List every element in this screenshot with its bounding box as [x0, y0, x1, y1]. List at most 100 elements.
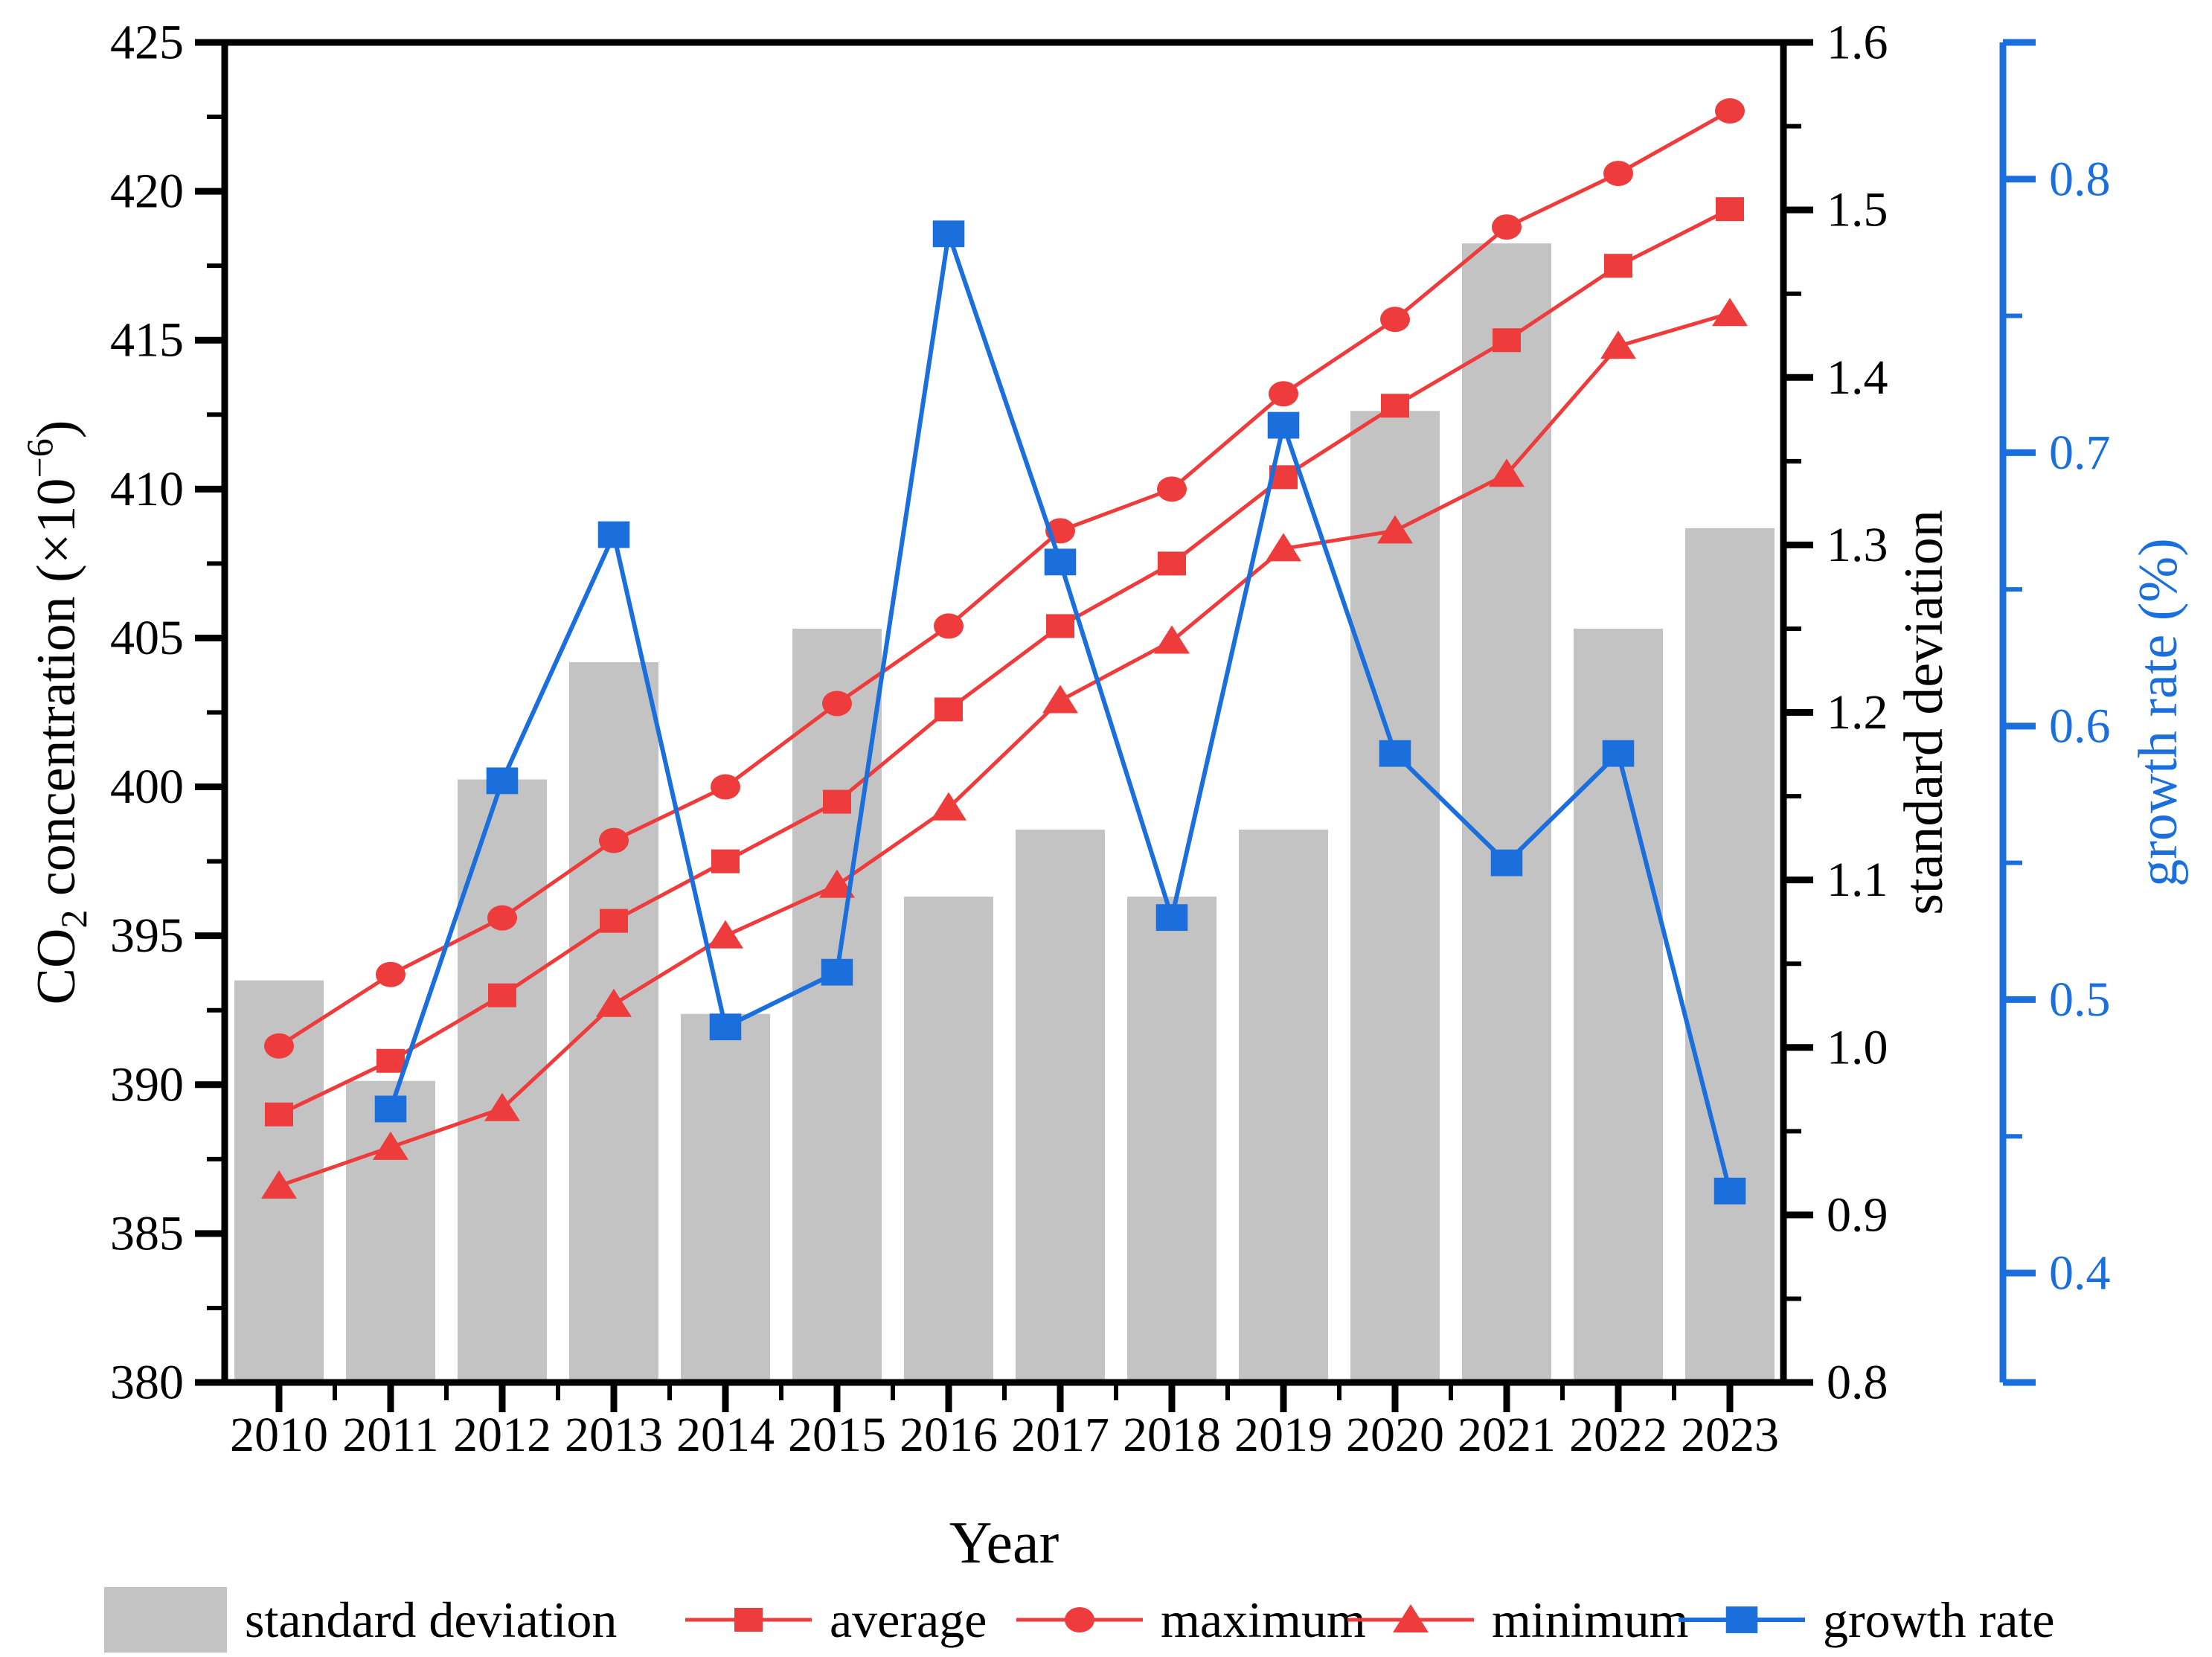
- bar: [792, 628, 882, 1382]
- x-axis-tick-label: 2015: [788, 1408, 886, 1462]
- growth-axis-tick-label: 0.6: [2049, 699, 2111, 753]
- square-marker: [1716, 197, 1744, 222]
- square-marker: [821, 958, 853, 986]
- x-axis-tick-label: 2016: [900, 1408, 998, 1462]
- bar: [681, 1013, 770, 1382]
- bar: [1350, 411, 1440, 1382]
- series-growth-rate: [374, 220, 1746, 1205]
- bar: [1462, 243, 1551, 1382]
- square-marker: [1725, 1606, 1758, 1633]
- left-axis-tick-label: 395: [110, 908, 184, 963]
- x-axis-tick-label: 2022: [1569, 1408, 1667, 1462]
- growth-axis-title: growth rate (%): [2128, 538, 2189, 886]
- square-marker: [1714, 1177, 1746, 1205]
- legend-label: minimum: [1492, 1592, 1688, 1648]
- legend: standard deviation average maximum minimum g…: [104, 1587, 2055, 1653]
- triangle-marker: [1042, 685, 1078, 714]
- circle-marker: [487, 905, 517, 931]
- growth-rate-axis: 0.4 0.5 0.6 0.7 0.8: [1999, 39, 2111, 1386]
- square-marker: [488, 983, 516, 1007]
- right-axis-tick-label: 1.3: [1827, 518, 1888, 572]
- x-axis-tick-label: 2011: [342, 1408, 439, 1462]
- square-marker: [265, 1102, 293, 1126]
- left-axis-title: CO2 concentration (×10−6): [19, 420, 94, 1005]
- square-marker: [709, 1013, 742, 1041]
- triangle-marker: [1154, 625, 1190, 654]
- square-marker: [1155, 904, 1188, 932]
- triangle-marker: [931, 792, 966, 821]
- right-axis-tick-label: 1.6: [1827, 16, 1888, 70]
- circle-marker: [1065, 1607, 1094, 1632]
- growth-axis-tick-label: 0.8: [2049, 152, 2111, 206]
- triangle-marker: [1393, 1604, 1429, 1632]
- square-marker: [374, 1095, 407, 1123]
- square-marker: [1046, 614, 1074, 638]
- x-axis-tick-label: 2023: [1681, 1408, 1779, 1462]
- square-marker: [1267, 411, 1300, 439]
- circle-marker: [1269, 381, 1298, 407]
- right-axis-tick-label: 0.9: [1827, 1188, 1888, 1242]
- circle-marker: [1492, 214, 1522, 240]
- triangle-marker: [1600, 330, 1636, 359]
- x-axis-tick-label: 2017: [1011, 1408, 1109, 1462]
- square-marker: [823, 789, 851, 814]
- square-marker: [1604, 254, 1632, 278]
- left-axis-tick-label: 415: [110, 313, 184, 368]
- bar: [904, 897, 993, 1382]
- square-marker: [1158, 551, 1186, 576]
- circle-marker: [376, 961, 405, 987]
- left-axis-tick-label: 390: [110, 1057, 184, 1112]
- x-axis-tick-label: 2019: [1234, 1408, 1333, 1462]
- square-marker: [935, 697, 963, 722]
- legend-swatch: [104, 1587, 227, 1653]
- bar: [1685, 528, 1775, 1382]
- circle-marker: [822, 690, 852, 717]
- axis-titles: CO2 concentration (×10−6) standard deviat…: [19, 420, 2189, 1576]
- square-marker: [1493, 328, 1521, 353]
- square-marker: [1379, 740, 1411, 767]
- growth-axis-tick-label: 0.7: [2049, 426, 2111, 480]
- left-axis-tick-label: 400: [110, 760, 184, 814]
- square-marker: [1490, 849, 1523, 876]
- series-line: [278, 311, 1731, 1188]
- triangle-marker: [1712, 298, 1748, 327]
- legend-label: growth rate: [1823, 1592, 2055, 1648]
- axes: 380 385 390 395 400 405 410 415 420 425 0.8 0.9 1.0 1…: [110, 16, 1888, 1463]
- bars-standard-deviation: [234, 243, 1775, 1382]
- x-axis-tick-label: 2014: [676, 1408, 775, 1462]
- bar: [569, 661, 658, 1382]
- left-axis-tick-label: 410: [110, 462, 184, 516]
- circle-marker: [1380, 307, 1410, 333]
- square-marker: [734, 1608, 763, 1632]
- square-marker: [486, 767, 519, 795]
- triangle-marker: [1377, 515, 1413, 544]
- triangle-marker: [819, 869, 855, 898]
- legend-label: average: [830, 1592, 987, 1648]
- bar: [1127, 897, 1216, 1382]
- bar: [346, 1080, 435, 1382]
- x-axis-tick-label: 2012: [453, 1408, 551, 1462]
- circle-marker: [599, 827, 629, 853]
- right-axis-title: standard deviation: [1894, 510, 1955, 915]
- series-maximum: [264, 98, 1745, 1059]
- x-axis-tick-label: 2018: [1123, 1408, 1221, 1462]
- legend-label: standard deviation: [245, 1592, 617, 1648]
- series-line: [278, 207, 1731, 1117]
- series-average: [265, 197, 1744, 1126]
- growth-axis-tick-label: 0.5: [2049, 972, 2111, 1027]
- right-axis-tick-label: 1.0: [1827, 1020, 1888, 1074]
- triangle-marker: [1266, 533, 1301, 562]
- right-axis-tick-label: 1.5: [1827, 183, 1888, 237]
- left-axis-tick-label: 385: [110, 1206, 184, 1260]
- right-axis-tick-label: 1.1: [1827, 853, 1888, 907]
- circle-marker: [711, 774, 740, 800]
- series-minimum: [261, 298, 1748, 1199]
- circle-marker: [1715, 98, 1745, 124]
- growth-axis-tick-label: 0.4: [2049, 1246, 2111, 1300]
- triangle-marker: [373, 1131, 408, 1160]
- x-axis-tick-label: 2020: [1346, 1408, 1444, 1462]
- triangle-marker: [261, 1170, 297, 1199]
- circle-marker: [1603, 161, 1633, 187]
